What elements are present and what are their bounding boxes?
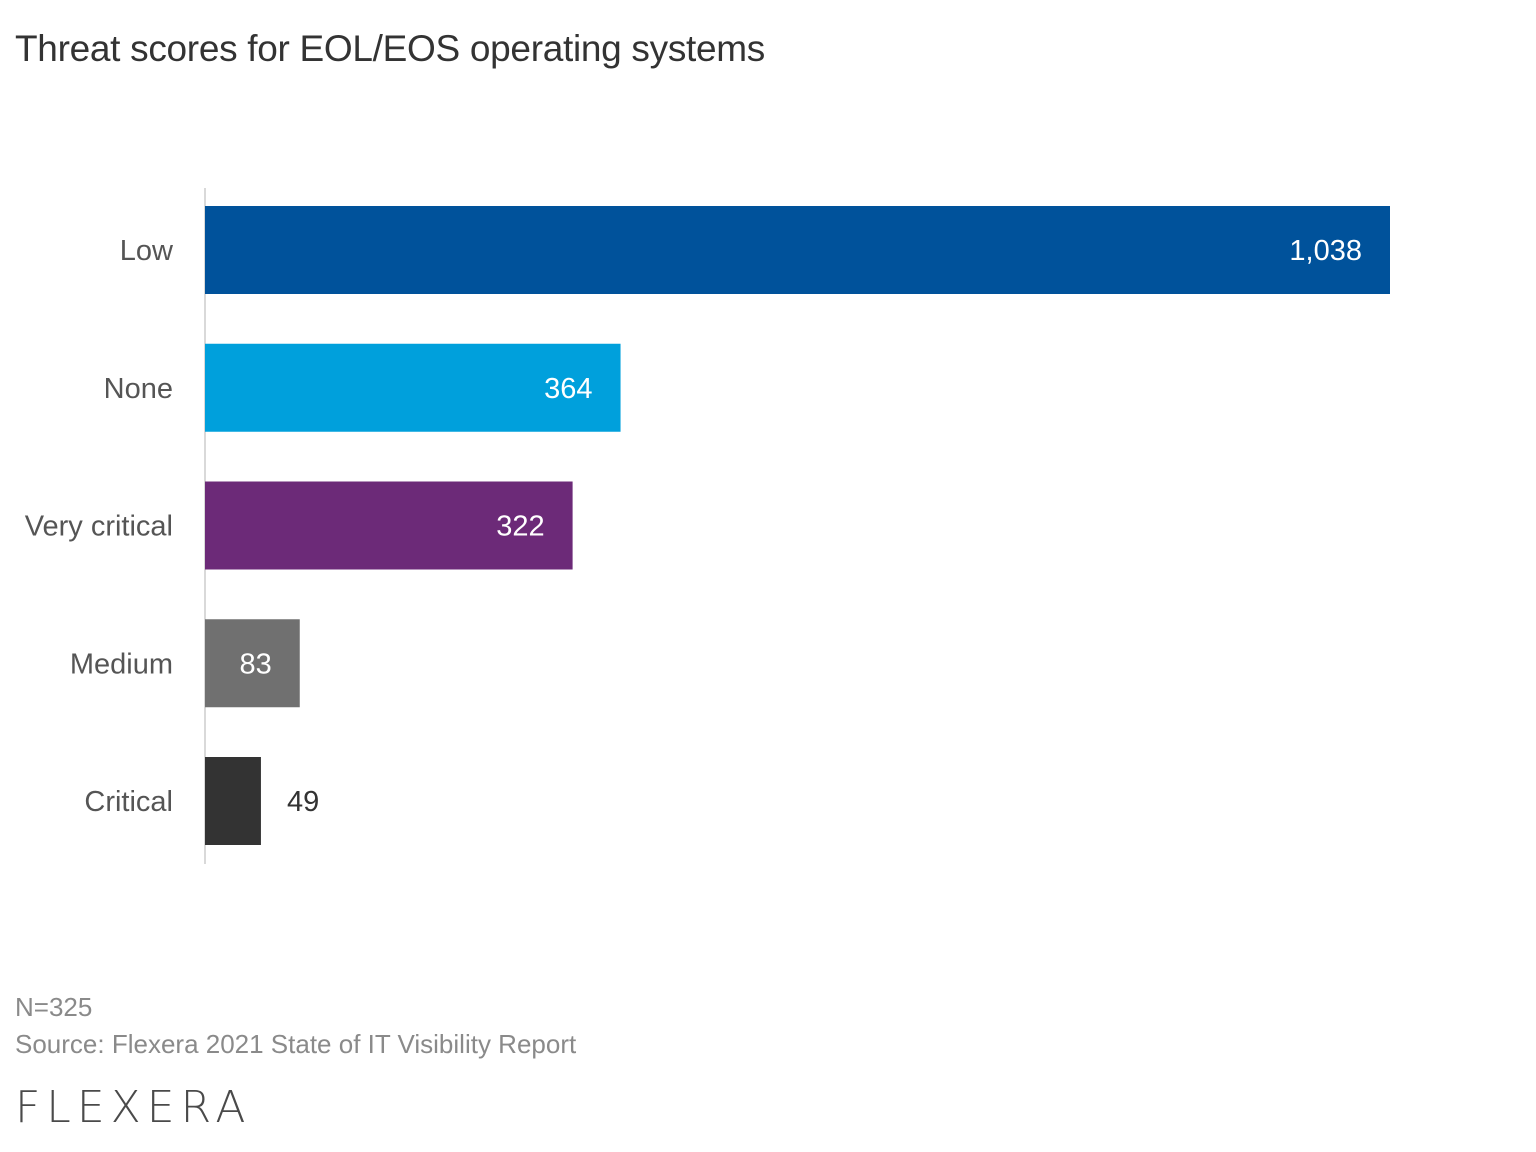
category-label-medium: Medium bbox=[70, 648, 173, 680]
source-note: Source: Flexera 2021 State of IT Visibil… bbox=[15, 1029, 577, 1059]
category-label-very-critical: Very critical bbox=[25, 511, 173, 543]
category-label-none: None bbox=[104, 373, 173, 405]
bar-none bbox=[205, 343, 621, 432]
flexera-logo: FLEXERA bbox=[15, 1082, 252, 1133]
value-label-very-critical: 322 bbox=[496, 511, 544, 543]
category-label-low: Low bbox=[120, 235, 174, 267]
value-label-low: 1,038 bbox=[1289, 235, 1362, 267]
sample-size-note: N=325 bbox=[15, 992, 93, 1022]
bar-medium bbox=[205, 619, 300, 708]
bar-critical bbox=[205, 757, 261, 845]
bar-low bbox=[205, 206, 1390, 294]
value-label-critical: 49 bbox=[287, 786, 319, 818]
bar-chart: Low 1,038 None 364 Very critical 322 Medium 83 C… bbox=[25, 188, 1390, 864]
bar-very-critical bbox=[205, 481, 573, 570]
value-label-none: 364 bbox=[544, 373, 592, 405]
chart-title: Threat scores for EOL/EOS operating syst… bbox=[15, 28, 766, 69]
category-label-critical: Critical bbox=[84, 786, 173, 818]
value-label-medium: 83 bbox=[239, 648, 271, 680]
